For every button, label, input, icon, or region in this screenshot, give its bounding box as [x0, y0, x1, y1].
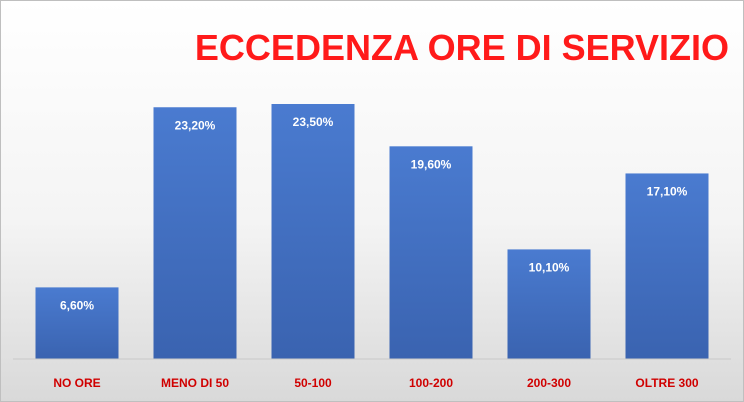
- category-label: NO ORE: [53, 376, 100, 390]
- bar-50-100: [271, 104, 355, 359]
- data-label: 23,50%: [293, 115, 334, 129]
- data-label: 19,60%: [411, 157, 452, 171]
- data-label: 10,10%: [529, 260, 570, 274]
- chart-title: ECCEDENZA ORE DI SERVIZIO: [194, 27, 729, 68]
- bar-200-300: [507, 249, 591, 359]
- data-label: 17,10%: [647, 184, 688, 198]
- category-label: MENO DI 50: [161, 376, 229, 390]
- bar-oltre-300: [625, 173, 709, 359]
- data-label: 23,20%: [175, 118, 216, 132]
- category-label: 50-100: [294, 376, 332, 390]
- bar-no-ore: [35, 287, 119, 359]
- category-label: OLTRE 300: [635, 376, 698, 390]
- bar-100-200: [389, 146, 473, 359]
- category-label: 200-300: [527, 376, 571, 390]
- data-label: 6,60%: [60, 298, 94, 312]
- category-label: 100-200: [409, 376, 453, 390]
- bar-meno-di-50: [153, 107, 237, 360]
